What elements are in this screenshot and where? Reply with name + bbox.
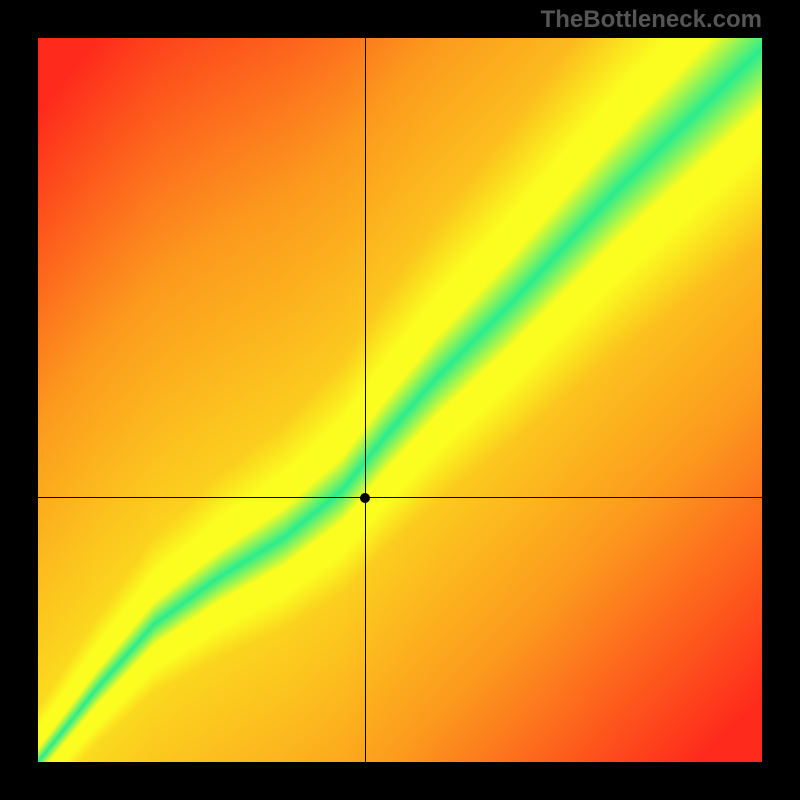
watermark-text: TheBottleneck.com (541, 6, 762, 34)
bottleneck-heatmap (38, 38, 762, 762)
chart-container: TheBottleneck.com (0, 0, 800, 800)
